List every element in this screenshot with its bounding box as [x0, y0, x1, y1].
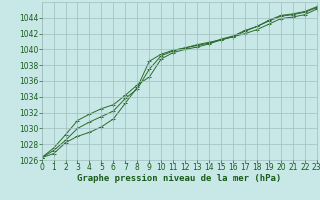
- X-axis label: Graphe pression niveau de la mer (hPa): Graphe pression niveau de la mer (hPa): [77, 174, 281, 183]
